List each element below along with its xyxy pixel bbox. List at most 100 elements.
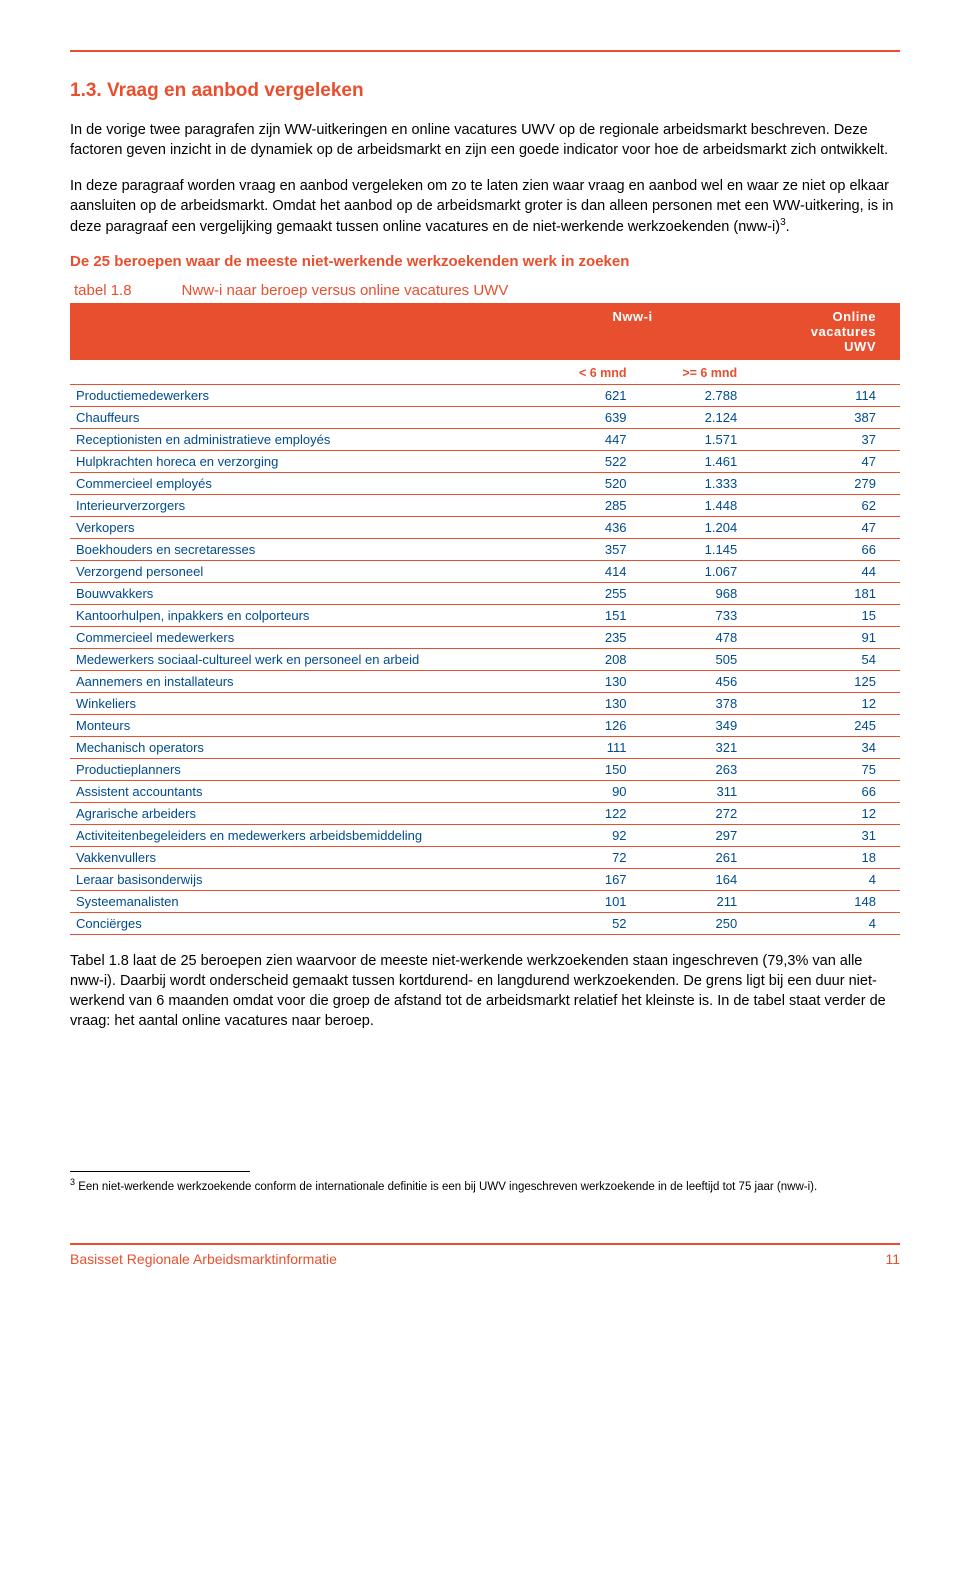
row-name: Verkopers: [70, 516, 522, 538]
footnote-3: 3 Een niet-werkende werkzoekende conform…: [70, 1176, 900, 1195]
table-row: Verkopers4361.20447: [70, 516, 900, 538]
row-online: 47: [743, 516, 900, 538]
row-name: Leraar basisonderwijs: [70, 868, 522, 890]
table-row: Medewerkers sociaal-cultureel werk en pe…: [70, 648, 900, 670]
row-online: 62: [743, 494, 900, 516]
table-row: Systeemanalisten101211148: [70, 890, 900, 912]
table-subheader-blank: [70, 360, 522, 385]
row-lt6: 92: [522, 824, 633, 846]
row-gte6: 733: [633, 604, 744, 626]
row-online: 31: [743, 824, 900, 846]
row-lt6: 150: [522, 758, 633, 780]
row-lt6: 101: [522, 890, 633, 912]
row-lt6: 72: [522, 846, 633, 868]
row-gte6: 250: [633, 912, 744, 934]
row-name: Bouwvakkers: [70, 582, 522, 604]
row-name: Vakkenvullers: [70, 846, 522, 868]
row-lt6: 436: [522, 516, 633, 538]
row-lt6: 285: [522, 494, 633, 516]
table-row: Mechanisch operators11132134: [70, 736, 900, 758]
row-name: Productiemedewerkers: [70, 384, 522, 406]
row-online: 181: [743, 582, 900, 604]
section-title: 1.3. Vraag en aanbod vergeleken: [70, 80, 900, 102]
row-online: 15: [743, 604, 900, 626]
table-row: Commercieel medewerkers23547891: [70, 626, 900, 648]
row-online: 37: [743, 428, 900, 450]
row-gte6: 1.204: [633, 516, 744, 538]
table-row: Activiteitenbegeleiders en medewerkers a…: [70, 824, 900, 846]
row-gte6: 311: [633, 780, 744, 802]
row-gte6: 1.067: [633, 560, 744, 582]
table-row: Vakkenvullers7226118: [70, 846, 900, 868]
row-lt6: 90: [522, 780, 633, 802]
table-header-online-l2: vacatures: [811, 324, 876, 339]
row-gte6: 272: [633, 802, 744, 824]
table-row: Chauffeurs6392.124387: [70, 406, 900, 428]
row-name: Activiteitenbegeleiders en medewerkers a…: [70, 824, 522, 846]
table-row: Winkeliers13037812: [70, 692, 900, 714]
footer-page-number: 11: [885, 1251, 900, 1267]
table-caption-text: Nww-i naar beroep versus online vacature…: [182, 282, 509, 299]
footer-left: Basisset Regionale Arbeidsmarktinformati…: [70, 1251, 337, 1267]
table-row: Interieurverzorgers2851.44862: [70, 494, 900, 516]
row-lt6: 235: [522, 626, 633, 648]
row-lt6: 126: [522, 714, 633, 736]
row-online: 47: [743, 450, 900, 472]
row-online: 114: [743, 384, 900, 406]
row-gte6: 297: [633, 824, 744, 846]
row-name: Conciërges: [70, 912, 522, 934]
row-name: Systeemanalisten: [70, 890, 522, 912]
row-lt6: 447: [522, 428, 633, 450]
row-gte6: 211: [633, 890, 744, 912]
table-header-online-l1: Online: [833, 309, 876, 324]
row-gte6: 164: [633, 868, 744, 890]
row-online: 34: [743, 736, 900, 758]
row-gte6: 968: [633, 582, 744, 604]
row-gte6: 456: [633, 670, 744, 692]
table-row: Productieplanners15026375: [70, 758, 900, 780]
table-header-row-1: Nww-i Online vacatures UWV: [70, 303, 900, 360]
row-name: Chauffeurs: [70, 406, 522, 428]
top-rule: [70, 50, 900, 52]
table-subheader-blank2: [743, 360, 900, 385]
row-gte6: 263: [633, 758, 744, 780]
table-row: Receptionisten en administratieve employ…: [70, 428, 900, 450]
row-lt6: 522: [522, 450, 633, 472]
row-online: 4: [743, 912, 900, 934]
table-header-nww: Nww-i: [522, 303, 743, 360]
footnote-separator: [70, 1171, 250, 1172]
row-gte6: 349: [633, 714, 744, 736]
table-row: Verzorgend personeel4141.06744: [70, 560, 900, 582]
row-name: Productieplanners: [70, 758, 522, 780]
row-online: 44: [743, 560, 900, 582]
table-header-blank: [70, 303, 522, 360]
table-row: Assistent accountants9031166: [70, 780, 900, 802]
table-row: Bouwvakkers255968181: [70, 582, 900, 604]
row-online: 148: [743, 890, 900, 912]
sub-heading: De 25 beroepen waar de meeste niet-werke…: [70, 253, 900, 270]
row-online: 4: [743, 868, 900, 890]
row-gte6: 478: [633, 626, 744, 648]
row-online: 387: [743, 406, 900, 428]
row-online: 66: [743, 538, 900, 560]
row-lt6: 151: [522, 604, 633, 626]
table-row: Boekhouders en secretaresses3571.14566: [70, 538, 900, 560]
table-row: Hulpkrachten horeca en verzorging5221.46…: [70, 450, 900, 472]
row-name: Aannemers en installateurs: [70, 670, 522, 692]
row-gte6: 1.145: [633, 538, 744, 560]
page-footer: Basisset Regionale Arbeidsmarktinformati…: [70, 1243, 900, 1267]
row-online: 245: [743, 714, 900, 736]
table-row: Productiemedewerkers6212.788114: [70, 384, 900, 406]
table-caption-label: tabel 1.8: [74, 282, 132, 299]
row-gte6: 378: [633, 692, 744, 714]
table-row: Leraar basisonderwijs1671644: [70, 868, 900, 890]
row-name: Interieurverzorgers: [70, 494, 522, 516]
row-name: Kantoorhulpen, inpakkers en colporteurs: [70, 604, 522, 626]
row-name: Monteurs: [70, 714, 522, 736]
table-subheader-gte6: >= 6 mnd: [633, 360, 744, 385]
table-row: Aannemers en installateurs130456125: [70, 670, 900, 692]
row-online: 12: [743, 692, 900, 714]
row-gte6: 321: [633, 736, 744, 758]
row-lt6: 122: [522, 802, 633, 824]
row-gte6: 1.448: [633, 494, 744, 516]
